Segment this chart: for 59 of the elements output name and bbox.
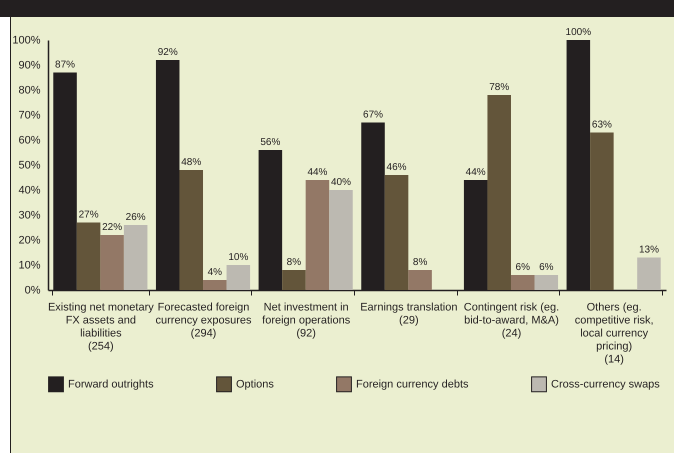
data-label: 44% (466, 167, 486, 178)
data-label: 67% (363, 110, 384, 120)
y-tick-label: 0% (24, 284, 41, 296)
legend-label: Forward outrights (68, 378, 154, 390)
data-label: 56% (260, 137, 280, 148)
bar (590, 132, 614, 290)
data-label: 10% (228, 252, 248, 263)
data-label: 22% (102, 222, 122, 233)
y-tick-label: 90% (18, 60, 41, 72)
bar (226, 265, 250, 290)
y-tick-label: 70% (18, 110, 41, 122)
data-label: 8% (286, 257, 302, 268)
data-label: 78% (489, 82, 510, 93)
bar (203, 280, 227, 290)
y-tick-label: 10% (18, 260, 41, 272)
bar (534, 275, 558, 290)
legend-label: Options (236, 378, 274, 390)
x-tick-label: Existing net monetary FX assets and liabilities (254) (48, 302, 154, 352)
data-label: 27% (78, 210, 99, 220)
data-label: 13% (638, 244, 660, 256)
data-label: 44% (307, 167, 328, 178)
x-tick-label: Others (eg. competitive risk, local currency pricing) (14) (574, 302, 654, 366)
bar (179, 170, 204, 290)
bar (124, 225, 148, 290)
x-tick-label: Earnings translation (29) (360, 302, 458, 326)
data-label: 40% (330, 177, 352, 188)
bar (329, 190, 353, 290)
legend-label: Foreign currency debts (356, 378, 469, 390)
data-label: 63% (592, 120, 612, 130)
bar (100, 235, 124, 290)
data-label: 92% (158, 47, 178, 58)
y-tick-label: 80% (18, 84, 41, 96)
bar (384, 175, 408, 290)
data-label: 48% (181, 157, 202, 168)
bar (306, 180, 330, 290)
bar (282, 270, 306, 290)
data-label: 87% (55, 60, 76, 70)
data-label: 6% (539, 262, 554, 273)
x-tick-label: Contingent risk (eg. bid-to-award, M&A) (24) (464, 302, 560, 340)
data-label: 6% (516, 262, 530, 273)
x-tick-label: Net investment in foreign operations (92) (262, 302, 351, 340)
y-tick-label: 30% (18, 210, 41, 222)
bar (487, 95, 511, 290)
legend-label: Cross-currency swaps (551, 378, 660, 390)
bar (637, 258, 661, 290)
bar (510, 275, 535, 290)
bar (76, 222, 100, 290)
y-tick-label: 60% (18, 134, 41, 146)
y-tick-label: 40% (18, 184, 41, 196)
x-tick-label: Forecasted foreign currency exposures (294) (156, 302, 252, 340)
bar (408, 270, 432, 290)
data-label: 46% (386, 162, 407, 173)
y-tick-label: 50% (18, 160, 41, 172)
data-label: 8% (412, 257, 428, 268)
data-label: 4% (208, 267, 222, 278)
data-label: 100% (566, 27, 592, 38)
data-label: 26% (126, 212, 146, 223)
y-tick-label: 20% (18, 234, 41, 246)
y-tick-label: 100% (12, 34, 41, 46)
